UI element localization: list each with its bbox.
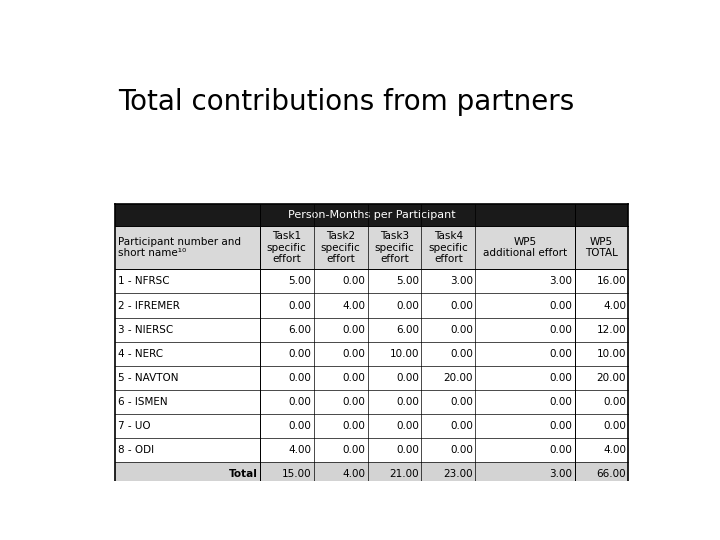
Text: 0.00: 0.00 [450,349,473,359]
Text: 16.00: 16.00 [597,276,626,286]
Text: 0.00: 0.00 [289,301,312,310]
Bar [115,414,629,438]
Text: 4.00: 4.00 [342,469,365,480]
Bar [115,438,629,462]
Text: 0.00: 0.00 [603,397,626,407]
Text: 0.00: 0.00 [549,349,572,359]
Text: Task1
specific
effort: Task1 specific effort [267,231,307,264]
Text: 0.00: 0.00 [396,421,419,431]
Text: 0.00: 0.00 [396,373,419,383]
Text: 1 - NFRSC: 1 - NFRSC [118,276,169,286]
Text: 10.00: 10.00 [390,349,419,359]
Text: Task3
specific
effort: Task3 specific effort [374,231,414,264]
Text: 7 - UO: 7 - UO [118,421,150,431]
Text: 5.00: 5.00 [289,276,312,286]
Text: 8 - ODI: 8 - ODI [118,446,154,455]
Bar [115,294,629,318]
Text: Task2
specific
effort: Task2 specific effort [320,231,361,264]
Text: 23.00: 23.00 [444,469,473,480]
Text: 4.00: 4.00 [342,301,365,310]
Text: Participant number and
short name¹⁰: Participant number and short name¹⁰ [118,237,241,258]
Text: 15.00: 15.00 [282,469,312,480]
Text: 66.00: 66.00 [597,469,626,480]
Text: 0.00: 0.00 [289,397,312,407]
Text: 0.00: 0.00 [289,421,312,431]
Text: 2 - IFREMER: 2 - IFREMER [118,301,180,310]
Text: 0.00: 0.00 [396,397,419,407]
Text: 0.00: 0.00 [343,325,365,335]
Text: 0.00: 0.00 [549,421,572,431]
Bar [115,318,629,342]
Text: 0.00: 0.00 [450,325,473,335]
Text: 0.00: 0.00 [603,421,626,431]
Text: Person-Months per Participant: Person-Months per Participant [288,210,456,220]
Text: 6 - ISMEN: 6 - ISMEN [118,397,168,407]
Text: WP5
additional effort: WP5 additional effort [483,237,567,258]
Text: 0.00: 0.00 [549,301,572,310]
Text: 12.00: 12.00 [597,325,626,335]
Text: 0.00: 0.00 [343,397,365,407]
Text: WP5
TOTAL: WP5 TOTAL [585,237,618,258]
Text: 0.00: 0.00 [549,325,572,335]
Bar [115,342,629,366]
Text: 0.00: 0.00 [343,276,365,286]
Bar [115,390,629,414]
Text: 0.00: 0.00 [289,373,312,383]
Bar [115,269,629,294]
Text: 3.00: 3.00 [450,276,473,286]
Text: 20.00: 20.00 [444,373,473,383]
Text: 6.00: 6.00 [396,325,419,335]
Text: 0.00: 0.00 [450,446,473,455]
Text: 0.00: 0.00 [289,349,312,359]
Text: 21.00: 21.00 [390,469,419,480]
Bar [115,204,629,226]
Text: Total contributions from partners: Total contributions from partners [118,87,574,116]
Text: 3 - NIERSC: 3 - NIERSC [118,325,173,335]
Text: 0.00: 0.00 [450,397,473,407]
Text: 20.00: 20.00 [597,373,626,383]
Text: 10.00: 10.00 [597,349,626,359]
Text: 0.00: 0.00 [343,373,365,383]
Text: 4 - NERC: 4 - NERC [118,349,163,359]
Text: 0.00: 0.00 [450,421,473,431]
Text: Total: Total [229,469,258,480]
Bar [115,462,629,487]
Text: 4.00: 4.00 [289,446,312,455]
Text: 0.00: 0.00 [450,301,473,310]
Text: 0.00: 0.00 [396,446,419,455]
Text: 5 - NAVTON: 5 - NAVTON [118,373,179,383]
Text: 0.00: 0.00 [549,373,572,383]
Text: 6.00: 6.00 [289,325,312,335]
Bar [115,366,629,390]
Text: 4.00: 4.00 [603,301,626,310]
Text: 0.00: 0.00 [396,301,419,310]
Text: 5.00: 5.00 [396,276,419,286]
Text: Task4
specific
effort: Task4 specific effort [428,231,468,264]
Text: 0.00: 0.00 [343,446,365,455]
Text: 0.00: 0.00 [343,349,365,359]
Text: 3.00: 3.00 [549,469,572,480]
Text: 0.00: 0.00 [343,421,365,431]
Text: 0.00: 0.00 [549,397,572,407]
Text: 0.00: 0.00 [549,446,572,455]
Text: 3.00: 3.00 [549,276,572,286]
Text: 4.00: 4.00 [603,446,626,455]
